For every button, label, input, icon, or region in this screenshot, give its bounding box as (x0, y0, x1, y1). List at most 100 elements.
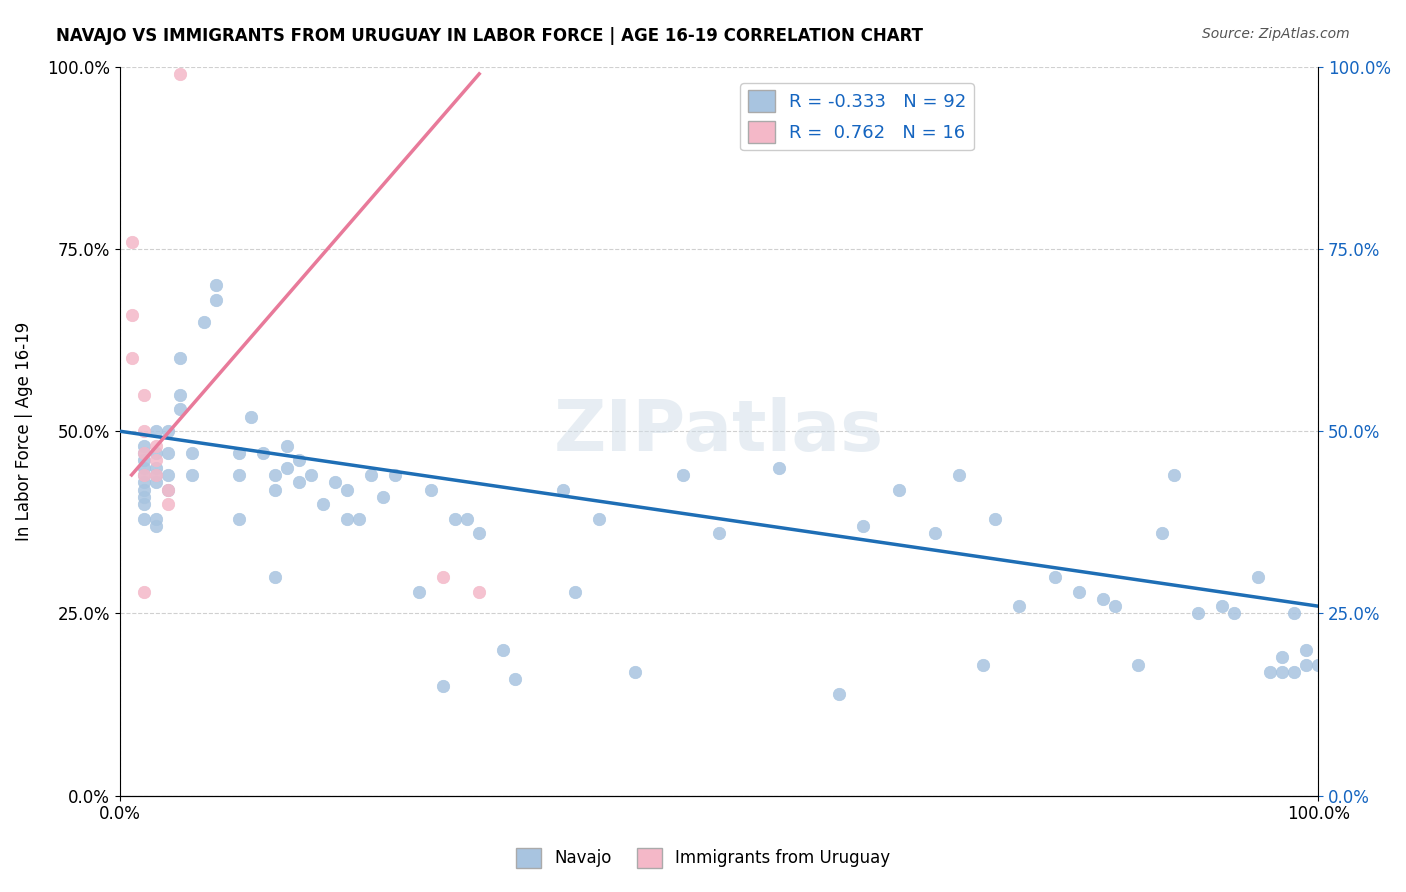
Point (145, 475, 167, 490)
Point (132, 453, 155, 467)
Point (240, 409, 263, 424)
Point (264, 570, 287, 584)
Point (1271, 665, 1294, 679)
Point (121, 235, 143, 249)
Point (204, 278, 226, 293)
Point (456, 511, 478, 525)
Point (432, 679, 454, 693)
Point (1295, 657, 1317, 672)
Point (707, 526, 730, 541)
Point (299, 467, 322, 482)
Point (408, 584, 430, 599)
Point (228, 446, 250, 460)
Point (1104, 599, 1126, 614)
Point (1043, 570, 1066, 584)
Text: ZIPatlas: ZIPatlas (554, 397, 884, 466)
Point (204, 293, 226, 307)
Point (1091, 591, 1114, 606)
Point (852, 519, 875, 533)
Point (924, 526, 946, 541)
Point (156, 483, 179, 497)
Point (1128, 657, 1150, 672)
Point (1187, 607, 1209, 621)
Point (156, 424, 179, 438)
Point (132, 490, 155, 504)
Point (983, 511, 1005, 525)
Point (1260, 665, 1282, 679)
Point (252, 446, 274, 460)
Point (132, 475, 155, 490)
Point (1223, 607, 1246, 621)
Point (169, 351, 191, 366)
Point (169, 67, 191, 81)
Legend: R = -0.333   N = 92, R =  0.762   N = 16: R = -0.333 N = 92, R = 0.762 N = 16 (741, 83, 973, 151)
Legend: Navajo, Immigrants from Uruguay: Navajo, Immigrants from Uruguay (509, 841, 897, 875)
Point (145, 446, 167, 460)
Point (325, 475, 347, 490)
Point (349, 511, 371, 525)
Point (468, 584, 491, 599)
Point (468, 526, 491, 541)
Point (132, 511, 155, 525)
Point (132, 460, 155, 475)
Point (228, 511, 250, 525)
Point (1271, 650, 1294, 665)
Point (132, 584, 155, 599)
Point (145, 511, 167, 525)
Point (384, 467, 406, 482)
Point (121, 308, 143, 322)
Point (264, 483, 287, 497)
Point (492, 643, 515, 657)
Point (312, 497, 335, 511)
Point (1295, 643, 1317, 657)
Point (156, 467, 179, 482)
Point (972, 657, 994, 672)
Point (180, 446, 202, 460)
Point (288, 475, 311, 490)
Point (156, 446, 179, 460)
Point (132, 483, 155, 497)
Point (1163, 467, 1185, 482)
Text: Source: ZipAtlas.com: Source: ZipAtlas.com (1202, 27, 1350, 41)
Point (121, 351, 143, 366)
Point (132, 467, 155, 482)
Point (948, 467, 970, 482)
Point (553, 483, 575, 497)
Point (156, 483, 179, 497)
Y-axis label: In Labor Force | Age 16-19: In Labor Force | Age 16-19 (15, 321, 32, 541)
Point (145, 519, 167, 533)
Point (264, 467, 287, 482)
Point (132, 467, 155, 482)
Point (373, 490, 395, 504)
Point (588, 511, 610, 525)
Point (1211, 599, 1233, 614)
Point (145, 460, 167, 475)
Point (145, 467, 167, 482)
Text: NAVAJO VS IMMIGRANTS FROM URUGUAY IN LABOR FORCE | AGE 16-19 CORRELATION CHART: NAVAJO VS IMMIGRANTS FROM URUGUAY IN LAB… (56, 27, 924, 45)
Point (132, 446, 155, 460)
Point (145, 424, 167, 438)
Point (169, 388, 191, 402)
Point (1067, 584, 1090, 599)
Point (1247, 570, 1270, 584)
Point (1308, 657, 1330, 672)
Point (336, 511, 359, 525)
Point (276, 460, 298, 475)
Point (180, 467, 202, 482)
Point (145, 453, 167, 467)
Point (432, 570, 454, 584)
Point (336, 483, 359, 497)
Point (193, 315, 215, 329)
Point (564, 584, 586, 599)
Point (828, 687, 851, 701)
Point (132, 446, 155, 460)
Point (1152, 526, 1174, 541)
Point (420, 483, 443, 497)
Point (132, 388, 155, 402)
Point (624, 665, 647, 679)
Point (503, 672, 526, 686)
Point (132, 439, 155, 453)
Point (768, 460, 790, 475)
Point (672, 467, 695, 482)
Point (1284, 665, 1306, 679)
